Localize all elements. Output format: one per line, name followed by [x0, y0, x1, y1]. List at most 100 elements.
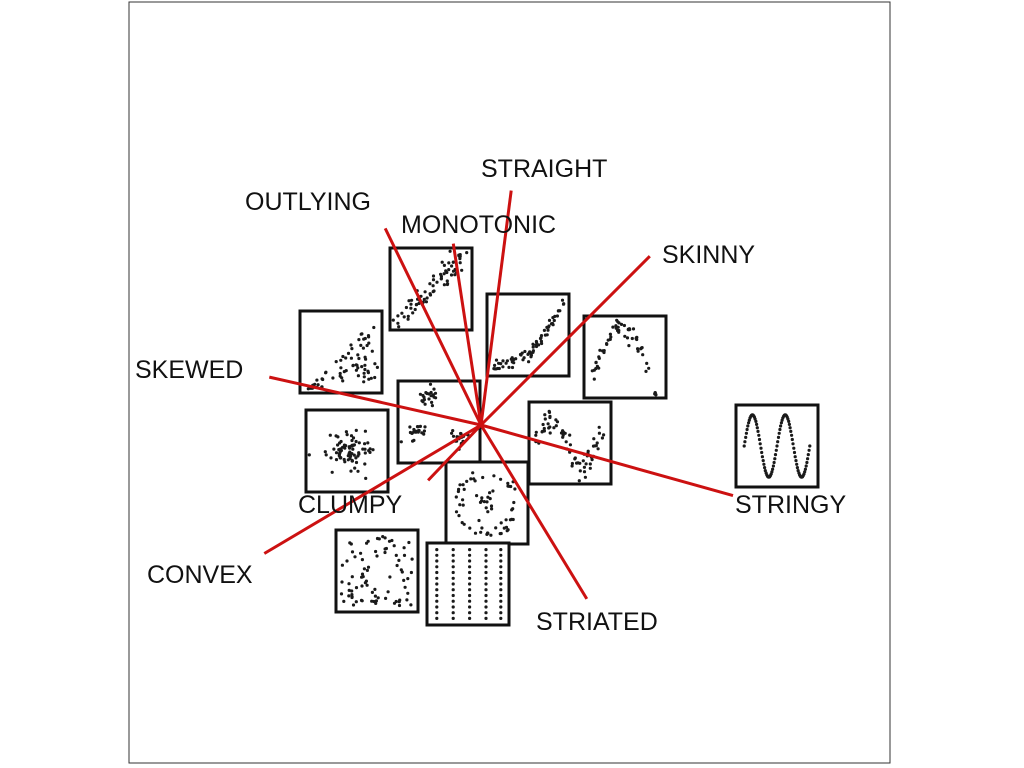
scatter-point [364, 476, 368, 480]
scatter-point [757, 437, 762, 442]
label-convex: CONVEX [147, 561, 253, 589]
scatter-point [548, 415, 552, 420]
scatter-point [461, 503, 465, 507]
scatter-point [527, 360, 531, 364]
thumbnail-inverted-parabola [582, 314, 668, 400]
scatter-point [760, 450, 764, 455]
scatter-point [435, 582, 439, 586]
vector-clumpy [427, 423, 483, 482]
scatter-point [805, 460, 809, 465]
scatter-point [409, 570, 413, 575]
scatter-point [484, 616, 488, 621]
scatter-point [491, 489, 495, 493]
scatter-point [435, 611, 439, 615]
scatter-point [790, 433, 794, 437]
scatter-point [435, 570, 439, 575]
scatter-point [602, 433, 606, 437]
scatter-point [513, 487, 517, 491]
scatter-point [402, 546, 406, 550]
scatter-point [344, 356, 348, 360]
scatter-point [462, 487, 466, 491]
scatter-point [334, 360, 338, 364]
scatter-point [360, 575, 364, 579]
scatter-point [770, 470, 774, 474]
scatter-point [323, 450, 327, 454]
scatter-point [402, 578, 406, 583]
scatter-point [350, 438, 354, 443]
scatter-point [573, 456, 577, 460]
scatter-point [490, 507, 494, 511]
scatter-point [371, 448, 375, 452]
scatter-point [395, 563, 399, 568]
scatter-point [330, 470, 334, 474]
scatter-point [549, 322, 554, 326]
scatter-point [479, 530, 483, 534]
scatter-point [522, 356, 526, 360]
scatter-point [512, 500, 516, 505]
scatter-point [406, 317, 410, 321]
scatter-point [383, 547, 387, 551]
scatter-point [357, 356, 361, 361]
scatter-point [431, 278, 436, 282]
scatter-point [499, 599, 503, 603]
scatter-point [590, 458, 594, 462]
scatter-point [372, 325, 376, 330]
vector-layer [263, 190, 734, 600]
scatter-point [791, 442, 795, 446]
scatter-point [343, 446, 347, 450]
vector-outlying [383, 227, 483, 426]
scatter-point [357, 338, 361, 342]
scatter-point [468, 565, 472, 569]
scatter-point [367, 377, 371, 381]
thumbnail-frame [304, 408, 390, 494]
scatter-point [349, 444, 353, 448]
scatter-point [451, 260, 455, 264]
scatter-point [627, 328, 631, 332]
scatter-point [342, 370, 346, 374]
scatter-point [627, 344, 631, 348]
scatter-point [468, 570, 472, 575]
scatter-point [803, 470, 807, 474]
scatter-point [406, 314, 410, 318]
scatter-point [523, 349, 527, 354]
scatter-point [366, 334, 371, 338]
scatter-point [546, 328, 550, 332]
scatter-point [435, 576, 439, 580]
scatter-point [792, 446, 796, 450]
scatter-point [352, 453, 356, 457]
scatter-point [647, 366, 651, 370]
scatter-point [482, 500, 486, 504]
scatter-point [422, 429, 426, 433]
scatter-point [755, 422, 759, 426]
scatter-point [442, 272, 446, 276]
scatter-point [374, 549, 378, 554]
scatter-point [362, 375, 366, 379]
scatter-point [788, 426, 792, 430]
scatter-point [432, 289, 436, 293]
scatter-point [324, 453, 328, 457]
scatter-point [339, 358, 343, 362]
scatter-point [454, 510, 459, 514]
scatter-point [410, 557, 414, 561]
scatter-point [451, 434, 456, 438]
scatter-point [347, 588, 351, 593]
scatter-point [453, 273, 457, 277]
scatter-point [480, 526, 484, 530]
scatter-point [457, 253, 461, 257]
scatter-point [475, 494, 479, 498]
scatter-point [338, 374, 342, 378]
scatter-point [473, 531, 478, 535]
scatter-point [451, 593, 455, 598]
scatter-point [543, 417, 547, 421]
scatter-point [771, 467, 775, 471]
scatter-point [337, 452, 341, 456]
scatter-point [442, 263, 446, 267]
scatter-point [506, 528, 510, 532]
scatter-point [596, 447, 600, 451]
scatter-point [808, 444, 812, 448]
vector-skewed [268, 375, 482, 427]
scatter-point [499, 548, 503, 552]
scatter-point [428, 292, 432, 296]
scatter-point [408, 430, 412, 435]
scatter-point [641, 353, 645, 357]
